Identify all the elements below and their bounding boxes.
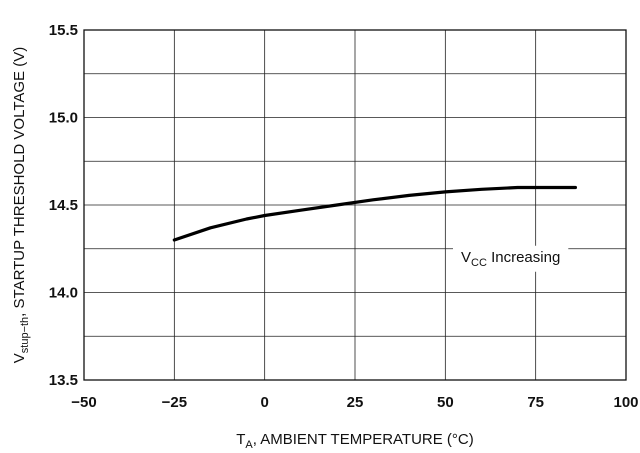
- x-axis-title-main: T: [236, 431, 245, 448]
- y-tick-label: 13.5: [49, 372, 78, 389]
- y-axis-title-sub: stup−th: [19, 317, 31, 353]
- y-tick-label: 14.5: [49, 197, 78, 214]
- x-axis-title-sub: A: [245, 439, 253, 451]
- series-layer: [172, 185, 577, 242]
- y-axis-title: Vstup−th, STARTUP THRESHOLD VOLTAGE (V): [11, 47, 31, 363]
- x-tick-label: 0: [260, 394, 268, 411]
- y-tick-label: 14.0: [49, 285, 78, 302]
- y-axis-title-rest: , STARTUP THRESHOLD VOLTAGE (V): [11, 47, 28, 317]
- x-tick-label: −50: [71, 394, 96, 411]
- grid-lines: [83, 29, 627, 381]
- series-line: [172, 185, 577, 242]
- x-tick-label: 50: [437, 394, 454, 411]
- x-tick-label: 100: [613, 394, 638, 411]
- x-tick-labels: −50 −25 0 25 50 75 100: [71, 394, 638, 411]
- annotation-text: VCC Increasing: [461, 249, 560, 269]
- y-tick-label: 15.0: [49, 110, 78, 127]
- plot-frame: [83, 29, 627, 381]
- annotation-vcc-increasing: VCC Increasing: [453, 245, 569, 272]
- x-tick-label: 75: [527, 394, 544, 411]
- annotation-sub: CC: [471, 257, 487, 269]
- annotation-main: V: [461, 249, 471, 266]
- x-axis-title-rest: , AMBIENT TEMPERATURE (°C): [253, 431, 474, 448]
- y-axis-title-main: V: [11, 353, 28, 363]
- x-tick-label: 25: [347, 394, 364, 411]
- y-tick-label: 15.5: [49, 22, 78, 39]
- x-axis-title: TA, AMBIENT TEMPERATURE (°C): [236, 431, 474, 451]
- annotation-background: [453, 245, 569, 272]
- y-tick-labels: 13.5 14.0 14.5 15.0 15.5: [49, 22, 78, 389]
- x-tick-label: −25: [162, 394, 187, 411]
- annotation-rest: Increasing: [487, 249, 560, 266]
